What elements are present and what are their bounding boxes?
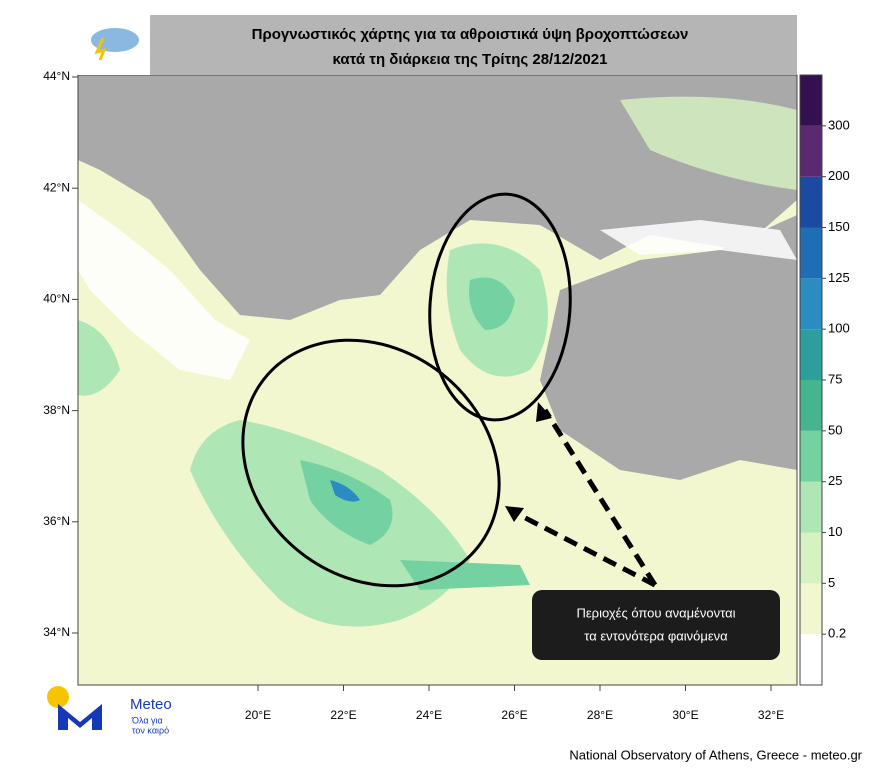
- colorbar-swatch: [800, 583, 822, 635]
- logo-tagline: τον καιρό: [132, 725, 169, 735]
- lon-label: 28°E: [587, 708, 613, 722]
- colorbar-label: 25: [828, 473, 842, 488]
- colorbar-swatch: [800, 532, 822, 584]
- title-bar: [78, 15, 797, 75]
- lon-label: 30°E: [672, 708, 698, 722]
- colorbar-swatch: [800, 430, 822, 482]
- lat-label: 40°N: [43, 292, 70, 306]
- lon-label: 22°E: [330, 708, 356, 722]
- lon-label: 32°E: [758, 708, 784, 722]
- colorbar-label: 75: [828, 371, 842, 386]
- colorbar-label: 300: [828, 117, 850, 132]
- colorbar-swatch: [800, 380, 822, 431]
- colorbar-label: 150: [828, 219, 850, 234]
- colorbar-swatch: [800, 634, 822, 685]
- colorbar-label: 200: [828, 168, 850, 183]
- lon-label: 26°E: [501, 708, 527, 722]
- lat-label: 38°N: [43, 403, 70, 417]
- colorbar-swatch: [800, 227, 822, 279]
- colorbar-label: 50: [828, 422, 842, 437]
- logo-tagline: Όλα για: [131, 715, 163, 725]
- colorbar-swatch: [800, 481, 822, 533]
- colorbar-label: 10: [828, 524, 842, 539]
- title: Προγνωστικός χάρτης για τα αθροιστικά ύψ…: [252, 26, 689, 43]
- colorbar-label: 100: [828, 321, 850, 336]
- colorbar-label: 125: [828, 270, 850, 285]
- colorbar-label: 0.2: [828, 626, 846, 641]
- annotation: Περιοχές όπου αναμένονται: [576, 605, 735, 620]
- lon-label: 20°E: [245, 708, 271, 722]
- colorbar-swatch: [800, 278, 822, 330]
- logo: [58, 704, 102, 730]
- lat-label: 44°N: [43, 69, 70, 83]
- logo-brand: Meteo: [130, 696, 172, 713]
- footer: National Observatory of Athens, Greece -…: [569, 747, 862, 762]
- map: [78, 75, 797, 685]
- colorbar-swatch: [800, 75, 822, 126]
- title: κατά τη διάρκεια της Τρίτης 28/12/2021: [333, 51, 608, 68]
- colorbar-swatch: [800, 176, 822, 228]
- colorbar-swatch: [800, 329, 822, 380]
- lon-label: 24°E: [416, 708, 442, 722]
- lat-label: 36°N: [43, 514, 70, 528]
- colorbar-swatch: [800, 125, 822, 177]
- lat-label: 42°N: [43, 180, 70, 194]
- colorbar-label: 5: [828, 575, 835, 590]
- annotation-box: [532, 590, 780, 660]
- annotation: τα εντονότερα φαινόμενα: [584, 628, 728, 643]
- lat-label: 34°N: [43, 625, 70, 639]
